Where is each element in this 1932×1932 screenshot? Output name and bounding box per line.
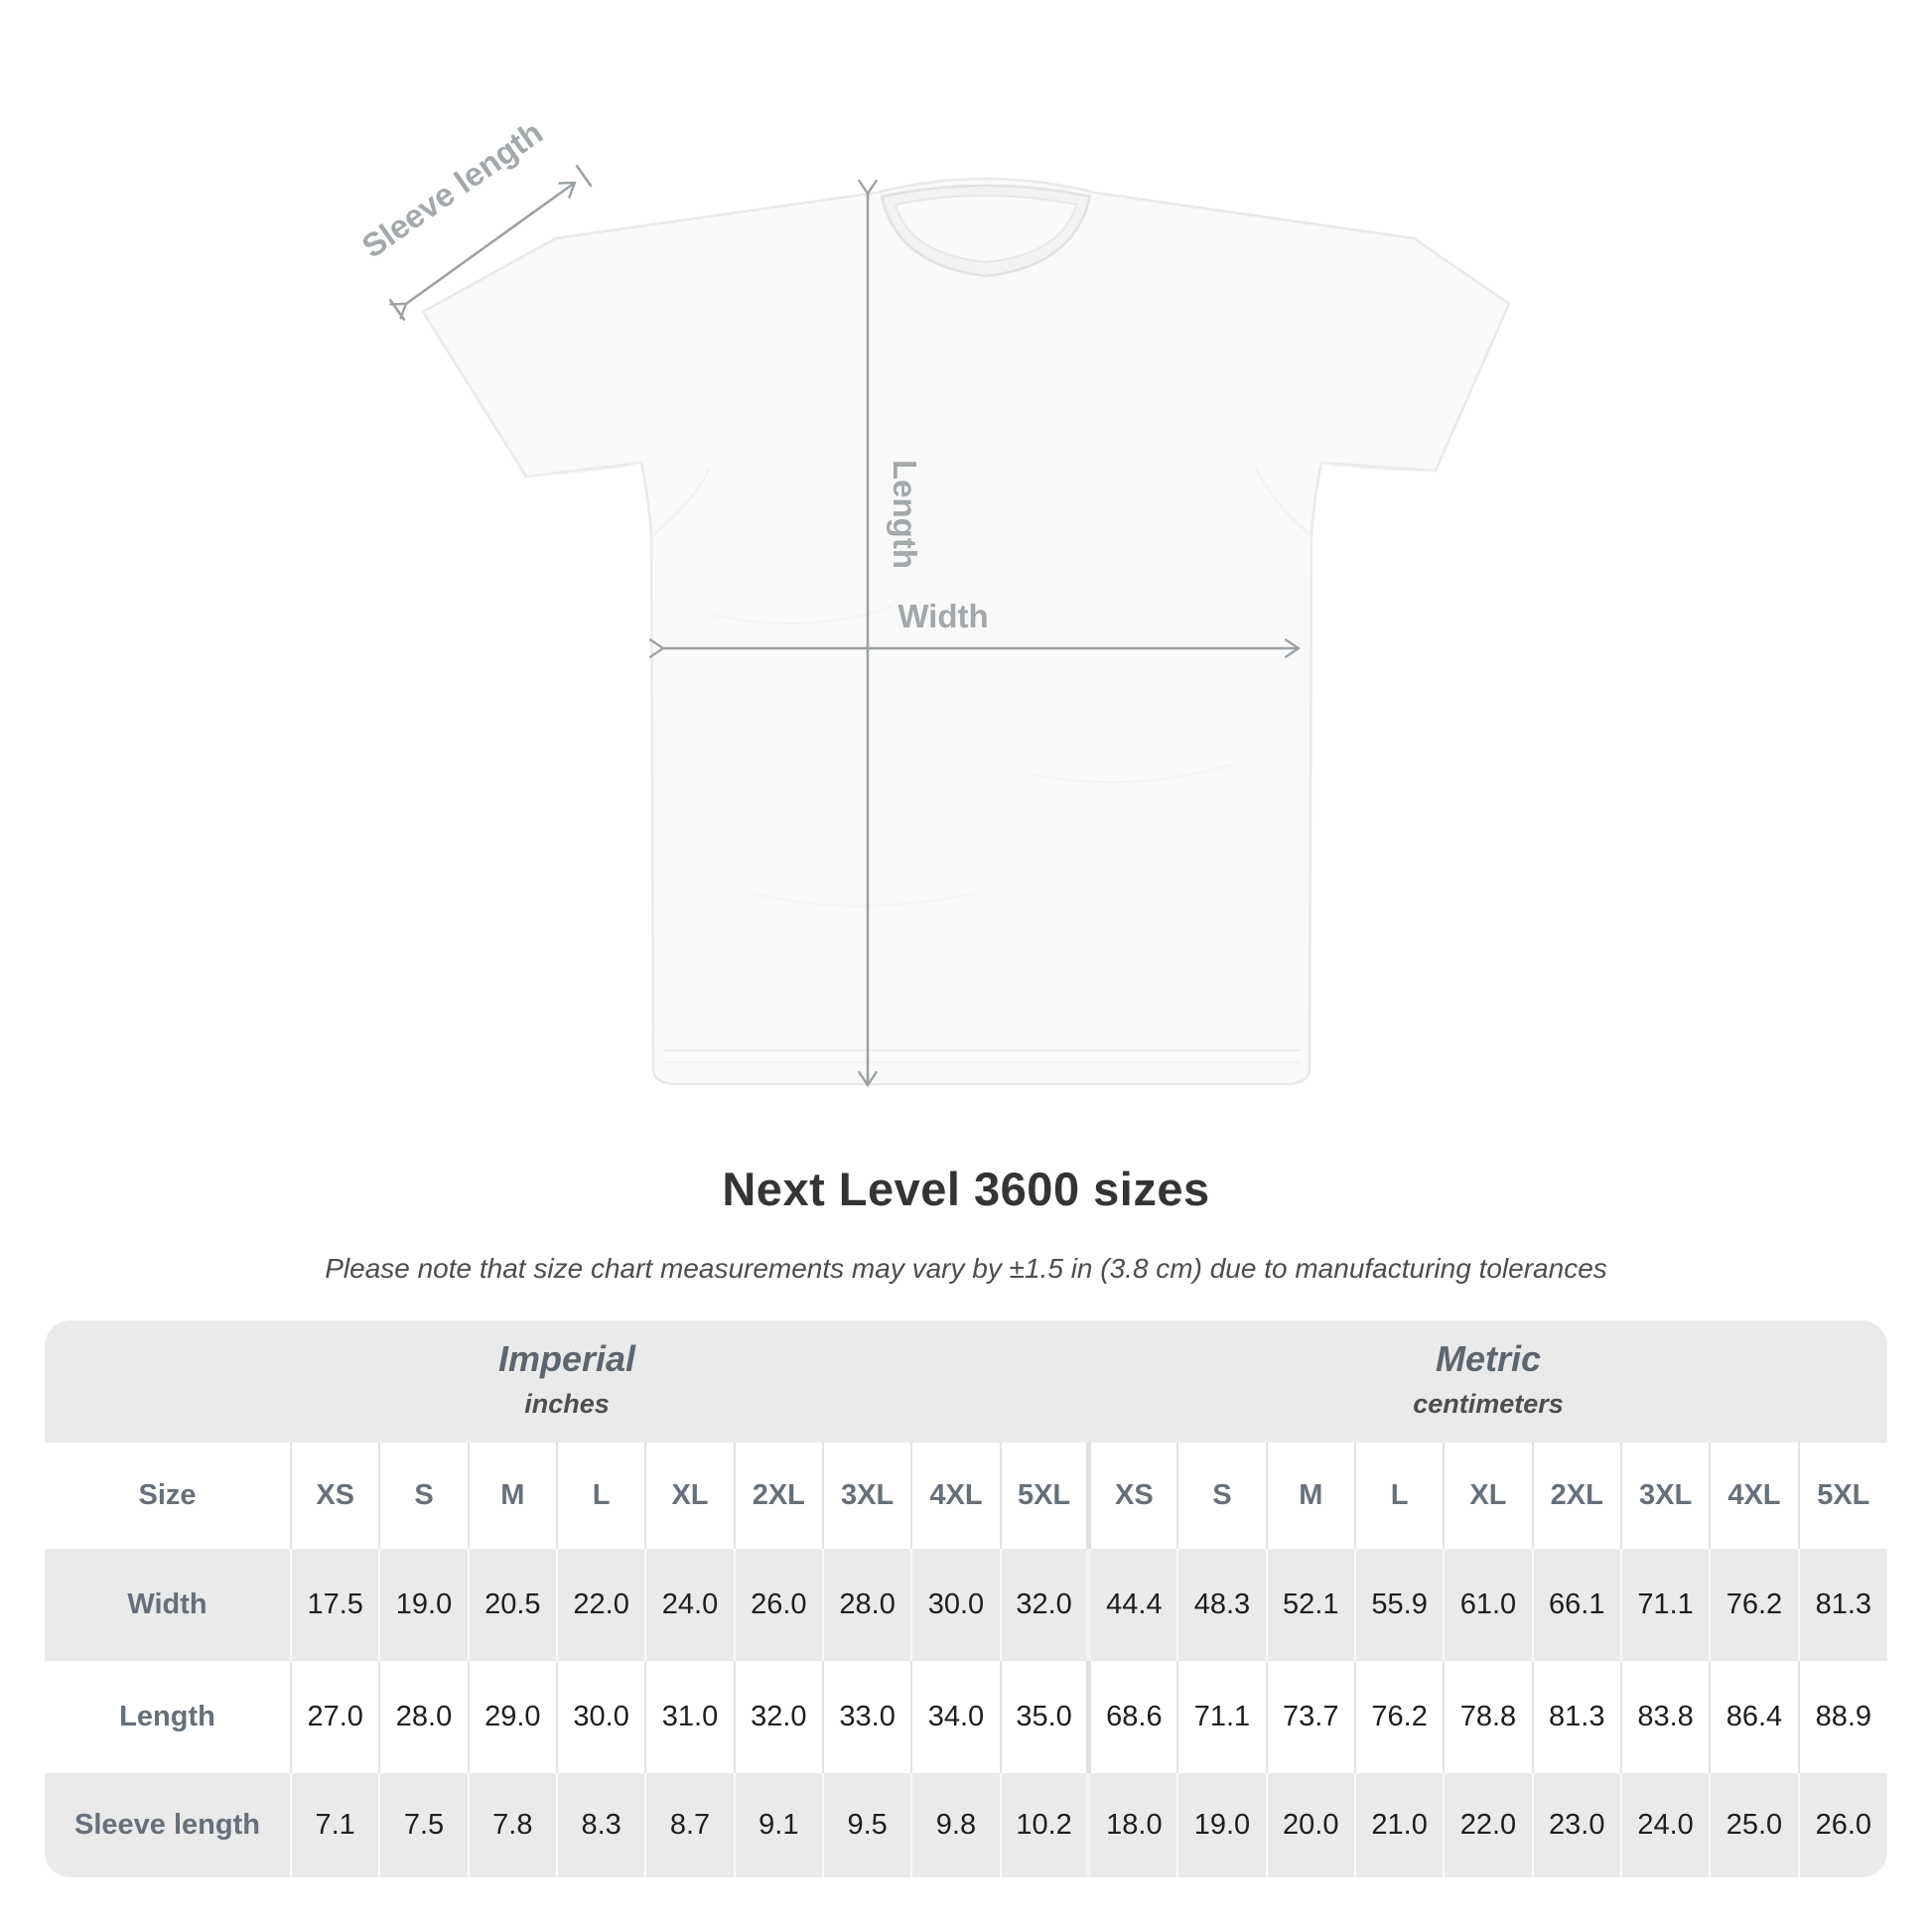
size-col-metric-xl: XL	[1443, 1443, 1533, 1549]
size-chart-panel: Imperial inches Metric centimeters Size …	[45, 1320, 1887, 1877]
metric-label: Metric	[1435, 1338, 1541, 1379]
measurement-cell: 55.9	[1353, 1549, 1445, 1661]
size-col-metric-xs: XS	[1086, 1443, 1178, 1549]
measurement-cell: 44.4	[1086, 1549, 1178, 1661]
size-col-imperial-m: M	[467, 1443, 557, 1549]
measurement-cell: 21.0	[1353, 1773, 1445, 1877]
measurement-cell: 71.1	[1619, 1549, 1711, 1661]
unit-group-imperial: Imperial inches	[45, 1320, 1089, 1443]
measurement-cell: 33.0	[821, 1661, 912, 1773]
tshirt-silhouette	[421, 177, 1511, 1086]
measurement-cell: 22.0	[1443, 1773, 1533, 1877]
size-col-imperial-l: L	[555, 1443, 646, 1549]
metric-unit-label: centimeters	[1413, 1389, 1564, 1419]
size-header-row: Size XS S M L XL 2XL 3XL 4XL 5XL XS S M L XL 2XL 3XL 4XL…	[45, 1443, 1887, 1549]
measurement-cell: 8.3	[555, 1773, 646, 1877]
unit-band-row: Imperial inches Metric centimeters	[45, 1320, 1887, 1443]
size-col-imperial-xs: XS	[289, 1443, 380, 1549]
measurement-cell: 73.7	[1265, 1661, 1355, 1773]
measurement-cell: 24.0	[644, 1549, 735, 1661]
measurement-cell: 28.0	[378, 1661, 469, 1773]
measurement-cell: 7.8	[467, 1773, 557, 1877]
measurement-cell: 81.3	[1797, 1549, 1887, 1661]
measurement-cell: 48.3	[1176, 1549, 1267, 1661]
measurement-cell: 26.0	[1797, 1773, 1887, 1877]
measurement-cell: 18.0	[1086, 1773, 1178, 1877]
measurement-cell: 68.6	[1086, 1661, 1178, 1773]
measurement-cell: 23.0	[1531, 1773, 1621, 1877]
length-label: Length	[887, 460, 923, 569]
size-col-imperial-xl: XL	[644, 1443, 735, 1549]
page-title: Next Level 3600 sizes	[722, 1163, 1210, 1215]
measurement-cell: 61.0	[1443, 1549, 1533, 1661]
measurement-cell: 20.0	[1265, 1773, 1355, 1877]
size-col-imperial-3xl: 3XL	[821, 1443, 912, 1549]
measurement-cell: 8.7	[644, 1773, 735, 1877]
table-row: Length 27.0 28.0 29.0 30.0 31.0 32.0 33.0 34.0 35…	[45, 1661, 1887, 1773]
measurement-cell: 71.1	[1176, 1661, 1267, 1773]
size-col-imperial-4xl: 4XL	[910, 1443, 1001, 1549]
measurement-cell: 9.1	[733, 1773, 823, 1877]
measurement-cell: 31.0	[644, 1661, 735, 1773]
size-col-imperial-5xl: 5XL	[999, 1443, 1089, 1549]
measurement-cell: 30.0	[910, 1549, 1001, 1661]
measurement-cell: 76.2	[1353, 1661, 1445, 1773]
measurement-cell: 32.0	[733, 1661, 823, 1773]
measurement-cell: 30.0	[555, 1661, 646, 1773]
measurement-cell: 76.2	[1709, 1549, 1799, 1661]
measurement-cell: 25.0	[1709, 1773, 1799, 1877]
table-row: Sleeve length 7.1 7.5 7.8 8.3 8.7 9.1 9.5 9.8 10.…	[45, 1773, 1887, 1877]
unit-group-metric: Metric centimeters	[1088, 1320, 1887, 1443]
size-col-metric-l: L	[1353, 1443, 1445, 1549]
sleeve-length-arrow	[388, 164, 593, 322]
measurement-cell: 78.8	[1443, 1661, 1533, 1773]
tolerance-note: Please note that size chart measurements…	[325, 1253, 1607, 1284]
measurement-cell: 35.0	[999, 1661, 1089, 1773]
measurement-cell: 83.8	[1619, 1661, 1711, 1773]
imperial-label: Imperial	[497, 1338, 635, 1379]
size-col-metric-5xl: 5XL	[1797, 1443, 1887, 1549]
size-chart-table: Imperial inches Metric centimeters Size …	[45, 1320, 1887, 1877]
row-label: Width	[45, 1549, 291, 1661]
measurement-cell: 9.5	[821, 1773, 912, 1877]
width-label: Width	[897, 598, 988, 634]
measurement-cell: 10.2	[999, 1773, 1089, 1877]
measurement-cell: 9.8	[910, 1773, 1001, 1877]
measurement-cell: 26.0	[733, 1549, 823, 1661]
size-column-header: Size	[138, 1479, 197, 1511]
imperial-unit-label: inches	[524, 1389, 610, 1419]
measurement-cell: 81.3	[1531, 1661, 1621, 1773]
size-col-metric-s: S	[1176, 1443, 1267, 1549]
table-row: Width 17.5 19.0 20.5 22.0 24.0 26.0 28.0 30.0 32.…	[45, 1549, 1887, 1661]
size-col-metric-2xl: 2XL	[1531, 1443, 1621, 1549]
measurement-cell: 32.0	[999, 1549, 1089, 1661]
measurement-cell: 86.4	[1709, 1661, 1799, 1773]
measurement-cell: 66.1	[1531, 1549, 1621, 1661]
measurement-cell: 29.0	[467, 1661, 557, 1773]
row-label: Sleeve length	[45, 1773, 291, 1877]
measurement-cell: 24.0	[1619, 1773, 1711, 1877]
measurement-cell: 17.5	[289, 1549, 380, 1661]
sleeve-length-label: Sleeve length	[355, 113, 549, 264]
measurement-cell: 19.0	[1176, 1773, 1267, 1877]
measurement-cell: 88.9	[1797, 1661, 1887, 1773]
tshirt-diagram: Length Width Sleeve length	[355, 113, 1511, 1088]
measurement-cell: 52.1	[1265, 1549, 1355, 1661]
measurement-cell: 20.5	[467, 1549, 557, 1661]
measurement-cell: 22.0	[555, 1549, 646, 1661]
size-col-metric-m: M	[1265, 1443, 1355, 1549]
measurement-cell: 27.0	[289, 1661, 380, 1773]
measurement-cell: 7.1	[289, 1773, 380, 1877]
size-col-imperial-2xl: 2XL	[733, 1443, 823, 1549]
size-col-imperial-s: S	[378, 1443, 469, 1549]
measurement-cell: 34.0	[910, 1661, 1001, 1773]
measurement-cell: 7.5	[378, 1773, 469, 1877]
size-col-metric-3xl: 3XL	[1619, 1443, 1711, 1549]
measurement-cell: 19.0	[378, 1549, 469, 1661]
measurement-cell: 28.0	[821, 1549, 912, 1661]
size-col-metric-4xl: 4XL	[1709, 1443, 1799, 1549]
row-label: Length	[45, 1661, 291, 1773]
